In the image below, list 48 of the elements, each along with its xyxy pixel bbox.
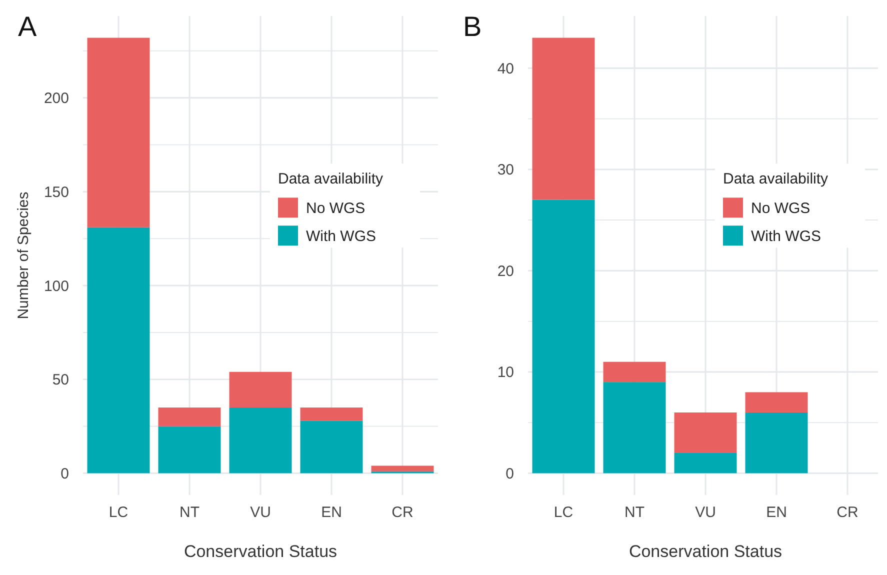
y-tick-label: 30 (497, 162, 514, 179)
legend-title: Data availability (278, 170, 384, 188)
y-tick-label: 100 (44, 278, 69, 295)
y-tick-label: 10 (497, 364, 514, 382)
x-tick-label: EN (766, 504, 787, 521)
bar (745, 412, 808, 474)
bar (532, 38, 595, 200)
bar (87, 227, 150, 474)
bar (745, 392, 808, 412)
bar (603, 382, 666, 474)
x-axis-title: Conservation Status (628, 542, 782, 561)
legend-label: No WGS (306, 200, 366, 217)
x-axis-title: Conservation Status (184, 542, 338, 561)
bar (532, 200, 595, 474)
legend-title: Data availability (723, 170, 829, 188)
y-axis-title: Number of Species (15, 192, 32, 320)
chart-title: A (18, 11, 37, 42)
y-tick-label: 0 (506, 465, 514, 482)
bar (87, 38, 150, 228)
x-tick-label: CR (392, 504, 414, 521)
bar (300, 420, 363, 474)
bar (229, 408, 292, 474)
x-tick-label: VU (250, 504, 271, 521)
x-tick-label: NT (624, 504, 644, 521)
x-tick-label: NT (180, 504, 200, 521)
bar (300, 408, 363, 421)
x-tick-label: LC (108, 504, 128, 521)
bar (158, 408, 221, 426)
x-tick-label: EN (321, 504, 342, 521)
bar (229, 372, 292, 408)
x-tick-label: LC (554, 504, 574, 521)
legend-label: No WGS (751, 200, 810, 217)
bar (603, 362, 666, 382)
y-tick-label: 20 (497, 262, 514, 280)
y-tick-label: 0 (60, 465, 69, 482)
y-tick-label: 50 (52, 372, 69, 389)
chart-title: B (463, 11, 482, 42)
y-tick-label: 200 (44, 90, 69, 108)
bar (158, 426, 221, 474)
x-tick-label: CR (836, 504, 858, 521)
bar (371, 466, 434, 472)
y-tick-label: 150 (44, 184, 69, 201)
legend-label: With WGS (306, 228, 376, 245)
x-tick-label: VU (695, 504, 716, 521)
legend-label: With WGS (751, 228, 821, 245)
bar (674, 412, 737, 453)
y-tick-label: 40 (497, 60, 514, 78)
bar (674, 452, 737, 474)
